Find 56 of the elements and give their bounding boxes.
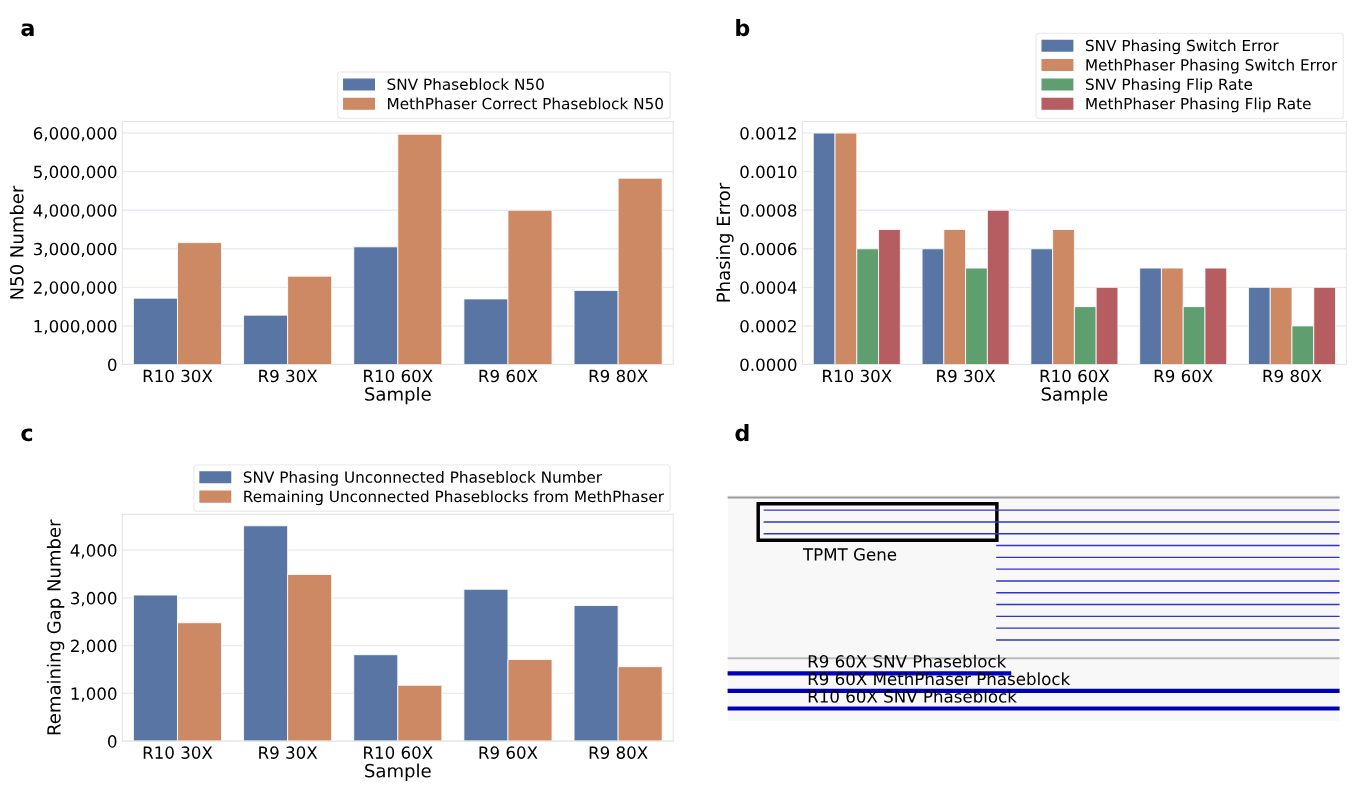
x-tick-label: R9 60X — [479, 369, 538, 383]
x-tick-label: R9 30X — [259, 369, 318, 383]
legend-label: MethPhaser Phasing Flip Rate — [1086, 97, 1311, 113]
y-tick-label: 0 — [108, 735, 117, 748]
legend-label: MethPhaser Phasing Switch Error — [1086, 58, 1338, 74]
legend-label: SNV Phasing Flip Rate — [1085, 78, 1253, 93]
text: R9 60X MethPhaser Phaseblock — [808, 672, 1071, 686]
x-tick-label: R9 60X — [479, 746, 538, 759]
y-tick-label: 5,000,000 — [34, 165, 117, 180]
text: d — [735, 423, 749, 442]
x-tick-label: R9 80X — [589, 746, 648, 759]
legend-label: MethPhaser Correct Phaseblock N50 — [388, 97, 664, 110]
x-tick-label: R9 60X — [1154, 369, 1213, 383]
chart-title: c — [21, 428, 33, 442]
legend-label: SNV Phasing Unconnected Phaseblock Number — [243, 471, 603, 486]
x-axis-title: Sample — [365, 386, 431, 405]
text: TPMT Gene — [802, 548, 897, 561]
y-tick-label: 0.0000 — [740, 358, 797, 372]
y-tick-label: 4,000,000 — [33, 204, 117, 219]
text: R9 60X SNV Phaseblock — [808, 654, 1007, 668]
chart-title: a — [21, 23, 34, 37]
y-tick-label: 4,000 — [70, 544, 117, 559]
text: R10 60X SNV Phaseblock — [808, 689, 1017, 703]
y-tick-label: 0.0012 — [740, 127, 796, 140]
y-tick-label: 3,000,000 — [33, 242, 117, 258]
x-tick-label: R10 30X — [143, 369, 213, 383]
y-tick-label: 0.0004 — [740, 281, 797, 294]
chart-title: b — [736, 18, 750, 37]
y-axis-title: N50 Number — [9, 185, 24, 299]
x-axis-title: Sample — [365, 763, 431, 781]
legend-label: SNV Phasing Switch Error — [1085, 39, 1279, 55]
x-tick-label: R10 30X — [823, 369, 892, 383]
y-tick-label: 2,000 — [71, 639, 117, 654]
x-tick-label: R9 80X — [1263, 369, 1322, 383]
y-tick-label: 0 — [108, 358, 117, 372]
y-tick-label: 6,000,000 — [33, 127, 117, 142]
y-tick-label: 1,000 — [71, 687, 117, 702]
x-tick-label: R9 30X — [259, 746, 318, 759]
x-tick-label: R9 80X — [589, 369, 648, 383]
y-tick-label: 0.0006 — [740, 242, 797, 256]
x-tick-label: R10 60X — [364, 746, 433, 759]
y-tick-label: 0.0008 — [740, 204, 797, 217]
y-tick-label: 0.0002 — [740, 319, 796, 333]
x-tick-label: R10 30X — [143, 746, 213, 759]
y-axis-title: Remaining Gap Number — [46, 519, 65, 735]
y-axis-title: Phasing Error — [716, 182, 734, 302]
legend-label: Remaining Unconnected Phaseblocks from MethPhaser — [244, 490, 665, 506]
x-tick-label: R10 60X — [1040, 369, 1110, 383]
x-tick-label: R10 60X — [364, 369, 433, 383]
y-tick-label: 3,000 — [71, 591, 117, 607]
y-tick-label: 2,000,000 — [33, 281, 117, 296]
legend-label: SNV Phaseblock N50 — [387, 78, 544, 90]
y-tick-label: 1,000,000 — [34, 319, 117, 335]
x-tick-label: R9 30X — [937, 369, 996, 383]
x-axis-title: Sample — [1041, 386, 1108, 405]
y-tick-label: 0.0010 — [740, 165, 797, 179]
